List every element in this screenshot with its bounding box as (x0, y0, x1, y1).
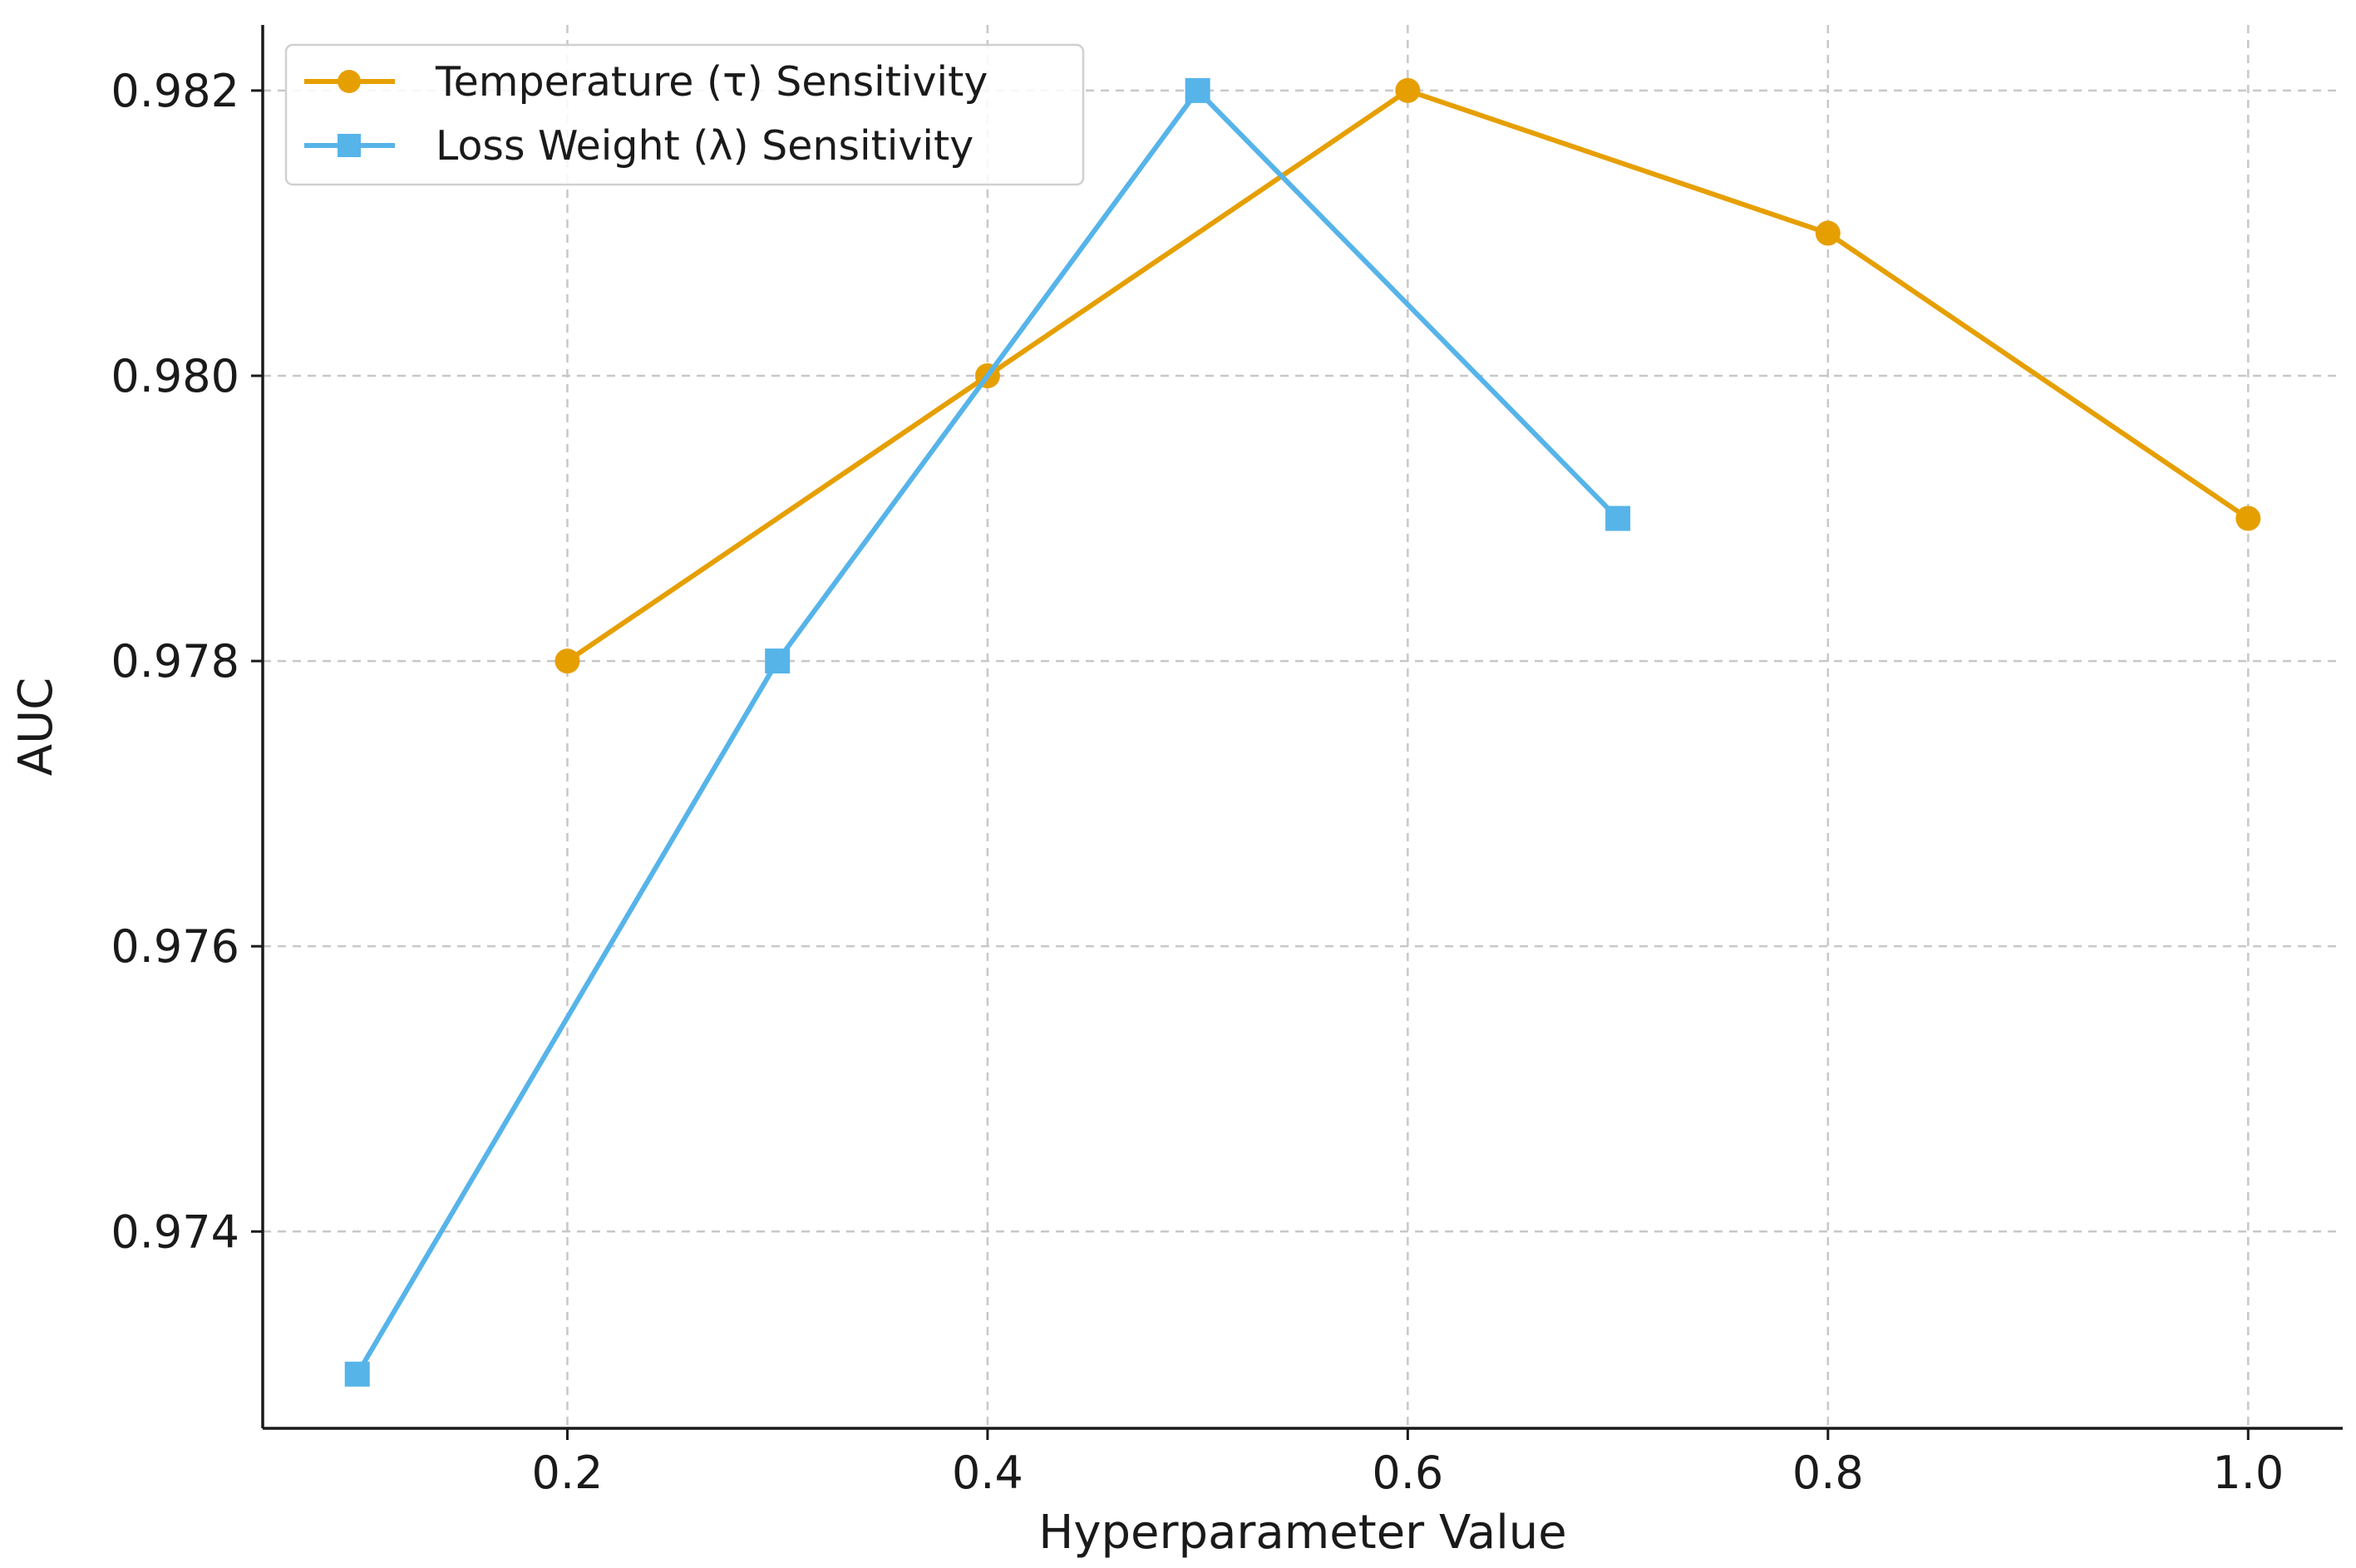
series-temperature (554, 77, 2261, 674)
x-ticks: 0.2 0.4 0.6 0.8 1.0 (532, 1428, 2284, 1499)
y-tick-label: 0.980 (111, 350, 239, 402)
x-tick-label: 0.2 (532, 1447, 604, 1499)
x-axis-title: Hyperparameter Value (1038, 1506, 1567, 1560)
grid-lines (263, 25, 2343, 1428)
y-tick-label: 0.982 (111, 65, 239, 117)
y-tick-label: 0.978 (111, 635, 239, 688)
y-tick-label: 0.976 (111, 920, 239, 973)
series-layer (344, 77, 2261, 1387)
legend: Temperature (τ) Sensitivity Loss Weight … (284, 43, 1085, 186)
x-tick-label: 0.6 (1372, 1447, 1443, 1499)
legend-loss-weight-marker (338, 134, 361, 157)
data-point (1185, 77, 1210, 103)
legend-box (284, 43, 1085, 186)
data-point (2235, 505, 2261, 531)
axes (261, 25, 2343, 1430)
x-tick-label: 1.0 (2212, 1447, 2284, 1499)
data-point (1605, 505, 1631, 531)
series-line (355, 87, 1620, 1376)
y-tick-label: 0.974 (111, 1206, 239, 1258)
data-point (344, 1361, 370, 1387)
legend-temperature-label: Temperature (τ) Sensitivity (435, 58, 988, 106)
data-point (1815, 220, 1841, 246)
y-axis-title: AUC (9, 678, 63, 776)
data-point (1395, 77, 1421, 103)
data-point (765, 648, 791, 674)
x-tick-label: 0.4 (952, 1447, 1023, 1499)
legend-loss-weight-label: Loss Weight (λ) Sensitivity (436, 122, 973, 170)
y-ticks: 0.974 0.976 0.978 0.980 0.982 (111, 65, 263, 1258)
legend-temperature-marker (338, 70, 361, 93)
series-loss-weight (344, 77, 1631, 1387)
x-tick-label: 0.8 (1792, 1447, 1864, 1499)
data-point (554, 648, 580, 674)
